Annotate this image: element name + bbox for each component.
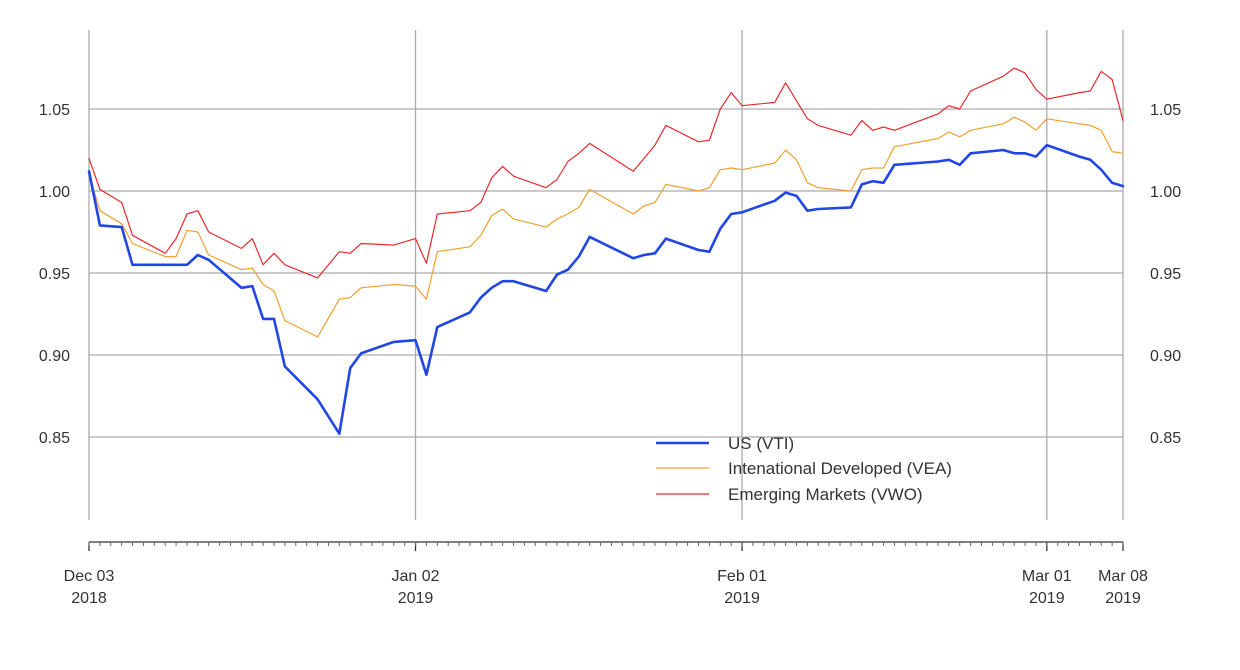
y-tick-label-right: 0.90	[1150, 348, 1181, 365]
y-tick-label-left: 0.90	[39, 348, 70, 365]
series-line-0	[87, 143, 1125, 436]
legend-label: Emerging Markets (VWO)	[728, 485, 923, 504]
legend-label: Intenational Developed (VEA)	[728, 459, 952, 478]
x-tick-label-date: Dec 03	[64, 568, 115, 585]
y-tick-label-right: 1.05	[1150, 102, 1181, 119]
legend: US (VTI) Intenational Developed (VEA) Emer…	[656, 434, 952, 504]
x-tick-label-date: Mar 08	[1098, 568, 1148, 585]
series-line-1	[88, 116, 1124, 338]
tick-labels: 0.85 0.85 0.90 0.90 0.95 0.95 1.00 1.00 1.05 1.05…	[39, 102, 1181, 607]
series-line-2	[88, 67, 1124, 279]
x-tick-label-date: Feb 01	[717, 568, 767, 585]
x-tick-label-date: Mar 01	[1022, 568, 1072, 585]
y-tick-label-left: 0.85	[39, 430, 70, 447]
x-tick-label-date: Jan 02	[392, 568, 440, 585]
grid-lines	[88, 30, 1124, 520]
x-tick-label-year: 2018	[71, 590, 107, 607]
y-tick-label-right: 1.00	[1150, 184, 1181, 201]
legend-label: US (VTI)	[728, 434, 794, 453]
x-tick-label-year: 2019	[1105, 590, 1141, 607]
x-tick-label-year: 2019	[724, 590, 760, 607]
y-tick-label-right: 0.85	[1150, 430, 1181, 447]
y-tick-label-left: 1.00	[39, 184, 70, 201]
y-tick-label-left: 0.95	[39, 266, 70, 283]
x-axis	[88, 541, 1124, 551]
series-lines	[87, 67, 1125, 436]
y-tick-label-left: 1.05	[39, 102, 70, 119]
y-tick-label-right: 0.95	[1150, 266, 1181, 283]
x-tick-label-year: 2019	[398, 590, 434, 607]
x-tick-label-year: 2019	[1029, 590, 1065, 607]
